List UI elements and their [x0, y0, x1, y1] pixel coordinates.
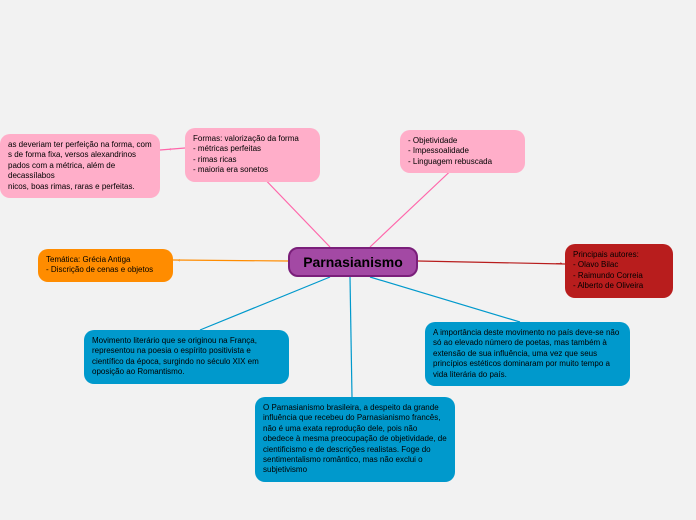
- connector-arrow: ←: [176, 254, 186, 265]
- node-obj[interactable]: - Objetividade - Impessoalidade - Lingua…: [400, 130, 525, 173]
- node-brasil[interactable]: O Parnasianismo brasileira, a despeito d…: [255, 397, 455, 482]
- node-autores[interactable]: Principais autores: - Olavo Bilac - Raim…: [565, 244, 673, 298]
- connector-arrow: →: [554, 257, 564, 268]
- node-movimento[interactable]: Movimento literário que se originou na F…: [84, 330, 289, 384]
- node-poems[interactable]: as deveriam ter perfeição na forma, com …: [0, 134, 160, 198]
- node-importancia[interactable]: A importância deste movimento no país de…: [425, 322, 630, 386]
- center-node[interactable]: Parnasianismo: [288, 247, 418, 277]
- node-forms[interactable]: Formas: valorização da forma - métricas …: [185, 128, 320, 182]
- node-tema[interactable]: Temática: Grécia Antiga - Discrição de c…: [38, 249, 173, 282]
- connector-arrow: ←: [167, 143, 177, 154]
- mindmap-canvas: ← ← → Parnasianismo Formas: valorização da f…: [0, 0, 696, 520]
